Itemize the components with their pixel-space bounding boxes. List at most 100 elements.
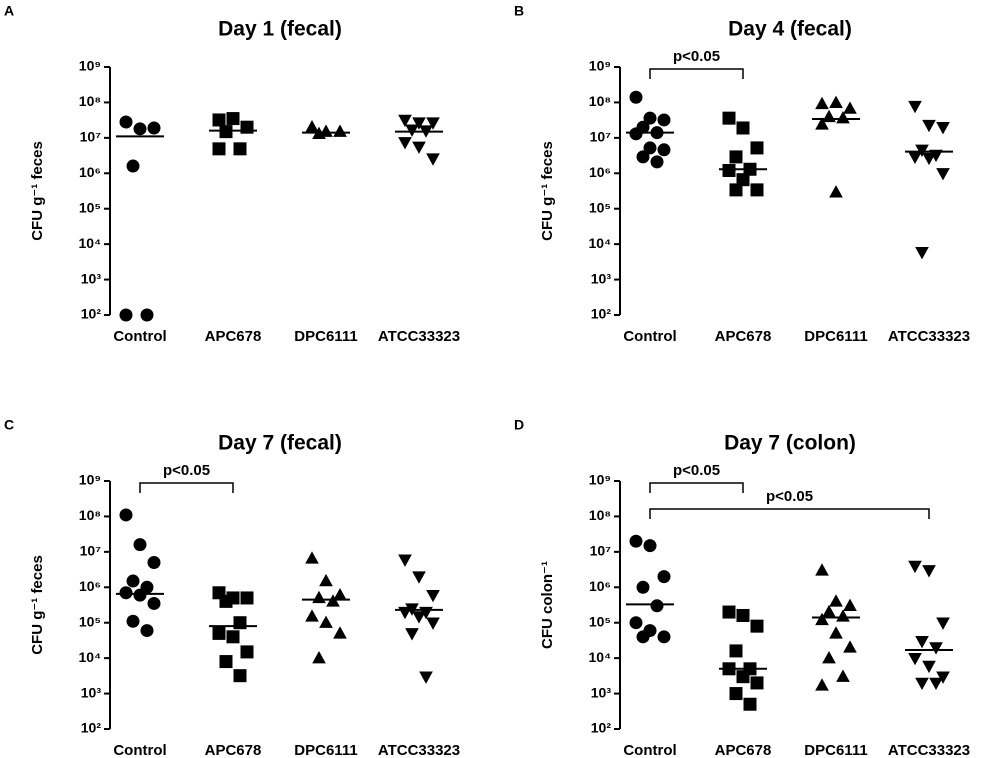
dot bbox=[822, 604, 836, 618]
x-tick-label: APC678 bbox=[205, 328, 262, 345]
y-tick-label: 10⁶ bbox=[589, 164, 611, 180]
dot bbox=[419, 671, 433, 684]
dot bbox=[426, 117, 440, 130]
dot bbox=[140, 308, 154, 322]
dot bbox=[219, 594, 233, 608]
y-tick-label: 10³ bbox=[591, 270, 612, 286]
x-tick-label: Control bbox=[113, 742, 166, 758]
significance-bracket bbox=[649, 508, 930, 519]
y-tick-label: 10⁵ bbox=[79, 613, 101, 629]
y-tick-label: 10⁸ bbox=[589, 507, 611, 523]
dot bbox=[133, 538, 147, 552]
dot bbox=[836, 110, 850, 124]
dot bbox=[240, 645, 254, 659]
y-tick-label: 10⁸ bbox=[79, 93, 101, 109]
dot bbox=[843, 640, 857, 653]
x-tick-label: APC678 bbox=[205, 742, 262, 758]
dot bbox=[643, 111, 657, 125]
dot bbox=[333, 626, 347, 639]
dot bbox=[922, 565, 936, 578]
x-tick-label: ATCC33323 bbox=[378, 328, 460, 345]
dot bbox=[398, 137, 412, 150]
dot bbox=[650, 599, 664, 613]
dot bbox=[908, 652, 922, 666]
x-tick-label: APC678 bbox=[715, 328, 772, 345]
dot bbox=[915, 247, 929, 260]
significance-label: p<0.05 bbox=[163, 462, 210, 479]
dot bbox=[908, 100, 922, 114]
dot bbox=[305, 609, 319, 622]
dot bbox=[147, 556, 161, 570]
x-tick-label: Control bbox=[623, 742, 676, 758]
y-tick-label: 10⁶ bbox=[79, 164, 101, 180]
dot bbox=[815, 96, 829, 110]
x-tick-label: ATCC33323 bbox=[378, 742, 460, 758]
dot bbox=[822, 109, 836, 123]
y-tick-label: 10² bbox=[591, 720, 612, 736]
x-tick-label: ATCC33323 bbox=[888, 328, 970, 345]
x-tick-label: APC678 bbox=[715, 742, 772, 758]
y-axis-label: CFU g⁻¹ feces bbox=[29, 141, 46, 241]
dot bbox=[657, 113, 671, 127]
dot bbox=[312, 590, 326, 604]
dot bbox=[240, 120, 254, 134]
dot bbox=[305, 551, 319, 564]
y-tick-label: 10³ bbox=[591, 684, 612, 700]
dot bbox=[119, 586, 133, 600]
dot bbox=[240, 591, 254, 605]
y-tick-label: 10⁸ bbox=[589, 93, 611, 109]
dot bbox=[750, 619, 764, 633]
dot bbox=[319, 573, 333, 587]
dot bbox=[750, 141, 764, 155]
dot bbox=[936, 671, 950, 684]
dot bbox=[398, 606, 412, 620]
y-tick-label: 10⁶ bbox=[79, 578, 101, 594]
dot bbox=[829, 594, 843, 607]
y-tick-label: 10² bbox=[81, 306, 102, 322]
significance-bracket bbox=[139, 482, 234, 493]
dot bbox=[412, 611, 426, 624]
dot bbox=[412, 571, 426, 584]
dot bbox=[643, 539, 657, 553]
dot bbox=[822, 650, 836, 664]
dot bbox=[629, 90, 643, 104]
y-tick-label: 10⁵ bbox=[589, 613, 611, 629]
dot bbox=[815, 678, 829, 691]
dot bbox=[908, 151, 922, 165]
y-tick-label: 10⁴ bbox=[79, 235, 102, 251]
dot bbox=[915, 677, 929, 691]
dot bbox=[133, 588, 147, 602]
dot bbox=[815, 117, 829, 130]
y-tick-label: 10⁵ bbox=[589, 199, 611, 215]
dot bbox=[657, 143, 671, 157]
dot bbox=[922, 152, 936, 166]
dot bbox=[936, 168, 950, 181]
dot bbox=[815, 612, 829, 626]
dot bbox=[629, 616, 643, 630]
y-axis-label: CFU g⁻¹ feces bbox=[29, 555, 46, 655]
dot bbox=[636, 580, 650, 594]
y-tick-label: 10² bbox=[81, 720, 102, 736]
dot bbox=[226, 630, 240, 644]
dot bbox=[212, 113, 226, 127]
dot bbox=[722, 605, 736, 619]
dot bbox=[657, 630, 671, 644]
y-tick-label: 10⁶ bbox=[589, 578, 611, 594]
dot bbox=[729, 183, 743, 197]
panel-letter: D bbox=[514, 417, 524, 433]
x-tick-label: ATCC33323 bbox=[888, 742, 970, 758]
panel-letter: B bbox=[514, 3, 524, 19]
dot bbox=[729, 644, 743, 658]
y-tick-label: 10⁹ bbox=[589, 58, 611, 74]
dot bbox=[412, 117, 426, 130]
dot bbox=[843, 598, 857, 612]
chart-title: Day 1 (fecal) bbox=[218, 18, 342, 41]
dot bbox=[636, 630, 650, 644]
chart-title: Day 4 (fecal) bbox=[728, 18, 852, 41]
dot bbox=[657, 570, 671, 584]
dot bbox=[219, 655, 233, 669]
y-tick-label: 10⁹ bbox=[79, 472, 101, 488]
dot bbox=[843, 101, 857, 114]
y-tick-label: 10⁷ bbox=[590, 129, 612, 145]
